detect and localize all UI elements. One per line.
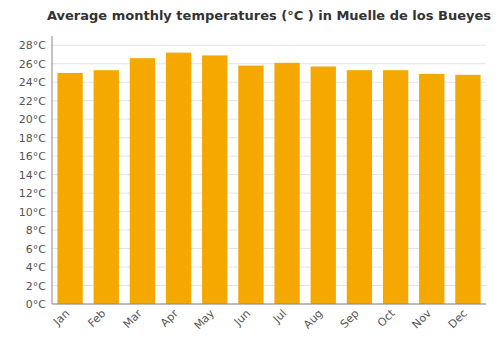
bar [419,74,444,304]
chart-container: Average monthly temperatures (°C ) in Mu… [0,0,500,350]
chart: Average monthly temperatures (°C ) in Mu… [0,0,500,350]
bars [57,53,480,304]
bar [311,66,336,304]
bar [130,58,155,304]
bar [347,70,372,304]
x-tick-label: Nov [409,307,434,332]
x-tick-label: Aug [301,307,325,331]
y-axis: 0°C 2°C 4°C 6°C 8°C 10°C 12°C 14°C 16°C 18°C 20°C 2… [19,39,46,311]
grid-line [52,304,486,305]
y-tick-label: 4°C [26,261,46,274]
y-tick-label: 14°C [19,169,46,182]
x-tick-label: Jan [50,307,72,329]
y-tick-label: 2°C [26,280,46,293]
bar [274,63,299,304]
bar [202,55,227,304]
bar [94,70,119,304]
x-tick-label: Jul [270,307,289,326]
y-tick-label: 0°C [26,298,46,311]
grid-line [52,63,486,64]
y-tick-label: 26°C [19,58,46,71]
grid [52,45,486,304]
x-tick-label: Dec [446,307,470,331]
y-tick-label: 18°C [19,132,46,145]
bar [57,73,82,304]
bar [383,70,408,304]
y-tick-label: 24°C [19,76,46,89]
y-tick-label: 10°C [19,206,46,219]
x-tick-label: Jun [231,307,253,329]
bar [166,53,191,304]
title: Average monthly temperatures (°C ) in Mu… [47,8,491,23]
x-axis-line [52,304,486,305]
x-tick-label: Mar [121,307,145,331]
y-tick-label: 6°C [26,243,46,256]
x-tick-label: Oct [375,306,398,329]
x-tick-label: Feb [85,307,108,330]
y-tick-label: 28°C [19,39,46,52]
y-tick-label: 12°C [19,187,46,200]
x-tick-label: Sep [338,307,362,331]
grid-line [52,45,486,46]
x-tick-label: May [192,307,218,333]
x-axis: Jan Feb Mar Apr May Jun Jul Aug Sep Oct Nov Dec [50,306,470,332]
bar [455,75,480,304]
y-axis-line [52,36,53,304]
x-tick-label: Apr [158,307,181,330]
y-tick-label: 8°C [26,224,46,237]
bar [238,66,263,304]
y-tick-label: 16°C [19,150,46,163]
y-tick-label: 22°C [19,95,46,108]
y-tick-label: 20°C [19,113,46,126]
